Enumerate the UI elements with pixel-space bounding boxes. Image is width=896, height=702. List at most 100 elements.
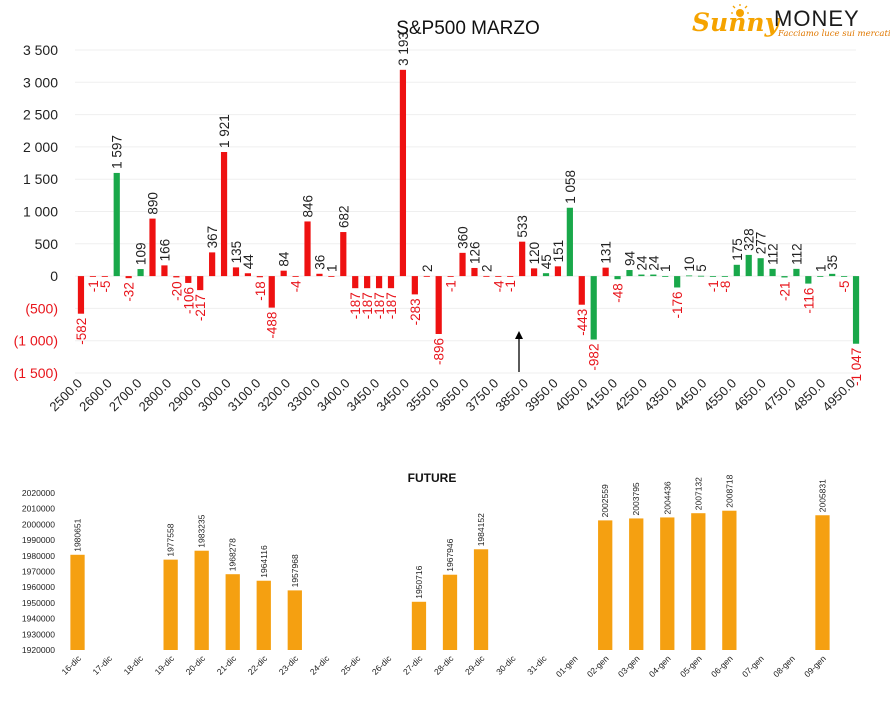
data-label: -32 (122, 282, 137, 302)
y-tick-label: 0 (50, 268, 58, 284)
bar (194, 550, 209, 650)
data-label: -8 (718, 281, 733, 293)
data-label: -4 (491, 280, 506, 292)
x-tick-label: 04-gen (647, 653, 673, 679)
bar (459, 252, 466, 277)
data-label: -488 (265, 312, 280, 339)
bar (442, 574, 458, 650)
x-tick-label: 4050.0 (552, 376, 591, 415)
data-label: 84 (277, 251, 292, 267)
data-label: 35 (825, 255, 840, 270)
x-tick-label: 3100.0 (225, 376, 264, 415)
bar (77, 276, 85, 314)
sun-icon (731, 4, 749, 17)
bar (232, 267, 240, 277)
data-label: -443 (575, 309, 590, 336)
bar (352, 276, 359, 289)
bar (137, 269, 144, 277)
x-tick-label: 09-gen (802, 653, 828, 679)
data-label: 151 (551, 240, 566, 263)
bar (101, 276, 108, 277)
y-tick-label: 2000000 (22, 519, 55, 529)
bar (173, 276, 180, 278)
sp500-marzo-chart: S&P500 MARZO 3 500 3 000 2 500 2 000 1 500 1 … (14, 18, 864, 415)
data-label: 1968278 (228, 538, 238, 571)
x-tick-label: 29-dic (463, 653, 487, 677)
bar (519, 241, 526, 277)
y-tick-label: 3 000 (23, 74, 58, 90)
data-label: 1977558 (166, 523, 176, 556)
x-tick-label: 4350.0 (641, 376, 680, 415)
data-label: -283 (408, 298, 423, 325)
bar (185, 276, 192, 283)
bar (161, 265, 168, 277)
x-tick-label: 28-dic (432, 653, 456, 677)
bar (209, 252, 216, 277)
data-label: -116 (801, 288, 816, 314)
y-tick-label: 1990000 (22, 535, 55, 545)
data-label: -5 (837, 280, 852, 292)
x-tick-label: 2700.0 (106, 376, 145, 415)
bar (554, 266, 562, 277)
x-tick-label: 21-dic (215, 653, 239, 677)
bar (197, 276, 204, 291)
bar (697, 275, 705, 277)
data-label: 175 (730, 238, 745, 261)
x-tick-label: 3850.0 (492, 376, 531, 415)
data-label: 277 (754, 232, 769, 255)
bar (256, 276, 263, 278)
data-label: 2 (479, 264, 494, 272)
data-label: 360 (456, 226, 471, 249)
chart-title: FUTURE (408, 471, 457, 485)
x-tick-label: 01-gen (554, 653, 580, 679)
data-label: 846 (301, 195, 316, 218)
bar (578, 276, 585, 305)
y-tick-label: 1940000 (22, 614, 55, 624)
data-label: 1984152 (476, 513, 486, 546)
y-tick-label: (500) (25, 300, 58, 316)
x-tick-label: 03-gen (616, 653, 642, 679)
data-label: -1 (503, 280, 518, 292)
data-label: -18 (253, 281, 268, 301)
bar (722, 510, 737, 650)
y-tick-label: 2020000 (22, 488, 55, 498)
data-label: -582 (74, 318, 89, 345)
data-label: 890 (146, 192, 161, 215)
x-tick-label: 2900.0 (165, 376, 204, 415)
data-label: 2005831 (817, 479, 827, 512)
bar (473, 549, 489, 650)
data-label: 2003795 (631, 482, 641, 515)
bar (745, 254, 752, 277)
bar (602, 267, 609, 277)
data-label: 2007132 (693, 477, 703, 510)
x-tick-label: 18-dic (122, 653, 146, 677)
data-label: 1983235 (197, 514, 207, 547)
x-tick-label: 3750.0 (463, 376, 502, 415)
bar (721, 276, 728, 277)
x-tick-label: 24-dic (308, 653, 332, 677)
data-label: -187 (360, 292, 375, 319)
data-label: -176 (670, 291, 685, 318)
bar (423, 275, 430, 277)
y-tick-label: 1960000 (22, 582, 55, 592)
bar (815, 515, 830, 650)
bar (113, 172, 120, 277)
bar (399, 69, 407, 277)
y-tick-label: 2 500 (23, 107, 58, 123)
bar (316, 273, 323, 277)
x-tick-label: 4250.0 (611, 376, 650, 415)
y-tick-label: 1930000 (22, 629, 55, 639)
x-tick-label: 02-gen (585, 653, 611, 679)
data-label: 166 (157, 239, 172, 262)
x-tick-label: 31-dic (525, 653, 549, 677)
data-label: 1967946 (445, 538, 455, 571)
bar (817, 276, 824, 277)
data-label: 1 (658, 265, 673, 273)
bar (793, 268, 800, 277)
x-tick-label: 06-gen (709, 653, 735, 679)
x-tick-label: 30-dic (494, 653, 518, 677)
bar (626, 270, 633, 277)
x-tick-label: 4950.0 (819, 376, 858, 415)
data-label: 112 (766, 243, 781, 265)
bar (411, 276, 418, 295)
